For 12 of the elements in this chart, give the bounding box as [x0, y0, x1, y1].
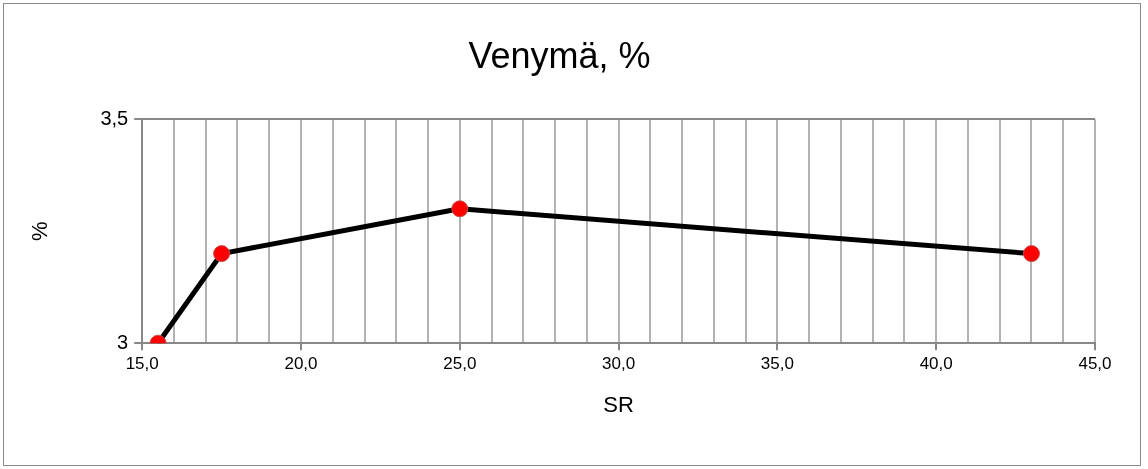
- y-tick-label: 3: [117, 330, 129, 353]
- x-tick-label: 45,0: [1078, 354, 1112, 374]
- y-tick-label: 3,5: [100, 106, 129, 129]
- x-tick-label: 35,0: [760, 354, 794, 374]
- x-tick-label: 20,0: [284, 354, 318, 374]
- x-tick-label: 15,0: [125, 354, 159, 374]
- x-tick-label: 40,0: [919, 354, 953, 374]
- y-axis-title: %: [27, 221, 53, 241]
- x-tick-label: 30,0: [602, 354, 636, 374]
- x-axis-title: SR: [603, 391, 634, 417]
- chart-title: Venymä, %: [468, 34, 651, 76]
- x-tick-label: 25,0: [443, 354, 477, 374]
